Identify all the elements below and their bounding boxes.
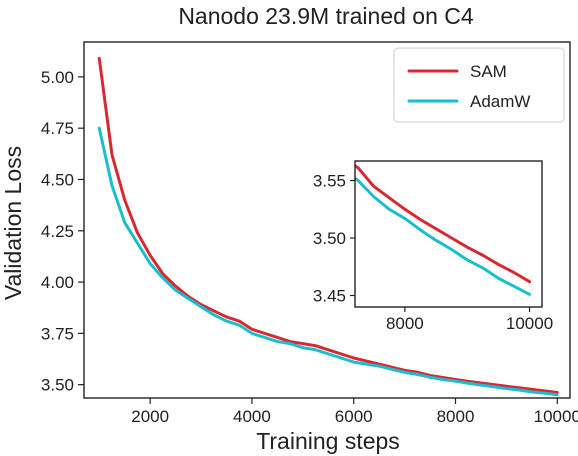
legend: SAM AdamW [393, 47, 565, 123]
inset-series-group [355, 164, 532, 296]
main-plot-area: 2000 4000 6000 8000 10000 3.50 3.75 4.00 4.25 4.5… [41, 41, 578, 426]
main-axis-ticks: 2000 4000 6000 8000 10000 3.50 3.75 4.00 4.25 4.5… [41, 68, 578, 426]
series-line-adamw [97, 126, 559, 397]
inset-x-tick-label: 8000 [386, 314, 424, 333]
x-tick-label: 4000 [233, 407, 271, 426]
plot-frame [83, 41, 571, 399]
inset-y-tick-label: 3.50 [313, 229, 346, 248]
series-line-sam [97, 56, 559, 394]
inset-y-tick-label: 3.45 [313, 287, 346, 306]
y-tick-label: 3.75 [41, 324, 74, 343]
inset-series-line-sam [355, 164, 532, 284]
legend-box [393, 47, 565, 123]
x-axis-label: Training steps [256, 428, 400, 454]
x-tick-label: 8000 [437, 407, 475, 426]
legend-label-sam: SAM [470, 62, 507, 81]
inset-plot-area: 8000 10000 3.45 3.50 3.55 [313, 160, 553, 333]
legend-label-adamw: AdamW [470, 92, 530, 111]
main-series-group [97, 56, 559, 397]
y-tick-label: 4.50 [41, 170, 74, 189]
inset-axis-ticks: 8000 10000 3.45 3.50 3.55 [313, 172, 553, 333]
chart-title: Nanodo 23.9M trained on C4 [178, 3, 474, 29]
x-tick-label: 10000 [534, 407, 578, 426]
y-tick-label: 4.75 [41, 119, 74, 138]
inset-x-tick-label: 10000 [506, 314, 553, 333]
inset-series-line-adamw [355, 176, 532, 296]
x-tick-label: 2000 [131, 407, 169, 426]
y-tick-label: 4.00 [41, 273, 74, 292]
y-tick-label: 4.25 [41, 222, 74, 241]
y-axis-label: Validation Loss [0, 146, 26, 300]
y-tick-label: 5.00 [41, 68, 74, 87]
x-tick-label: 6000 [335, 407, 373, 426]
y-tick-label: 3.50 [41, 376, 74, 395]
inset-y-tick-label: 3.55 [313, 172, 346, 191]
inset-background [355, 161, 542, 307]
inset-frame [354, 160, 543, 308]
